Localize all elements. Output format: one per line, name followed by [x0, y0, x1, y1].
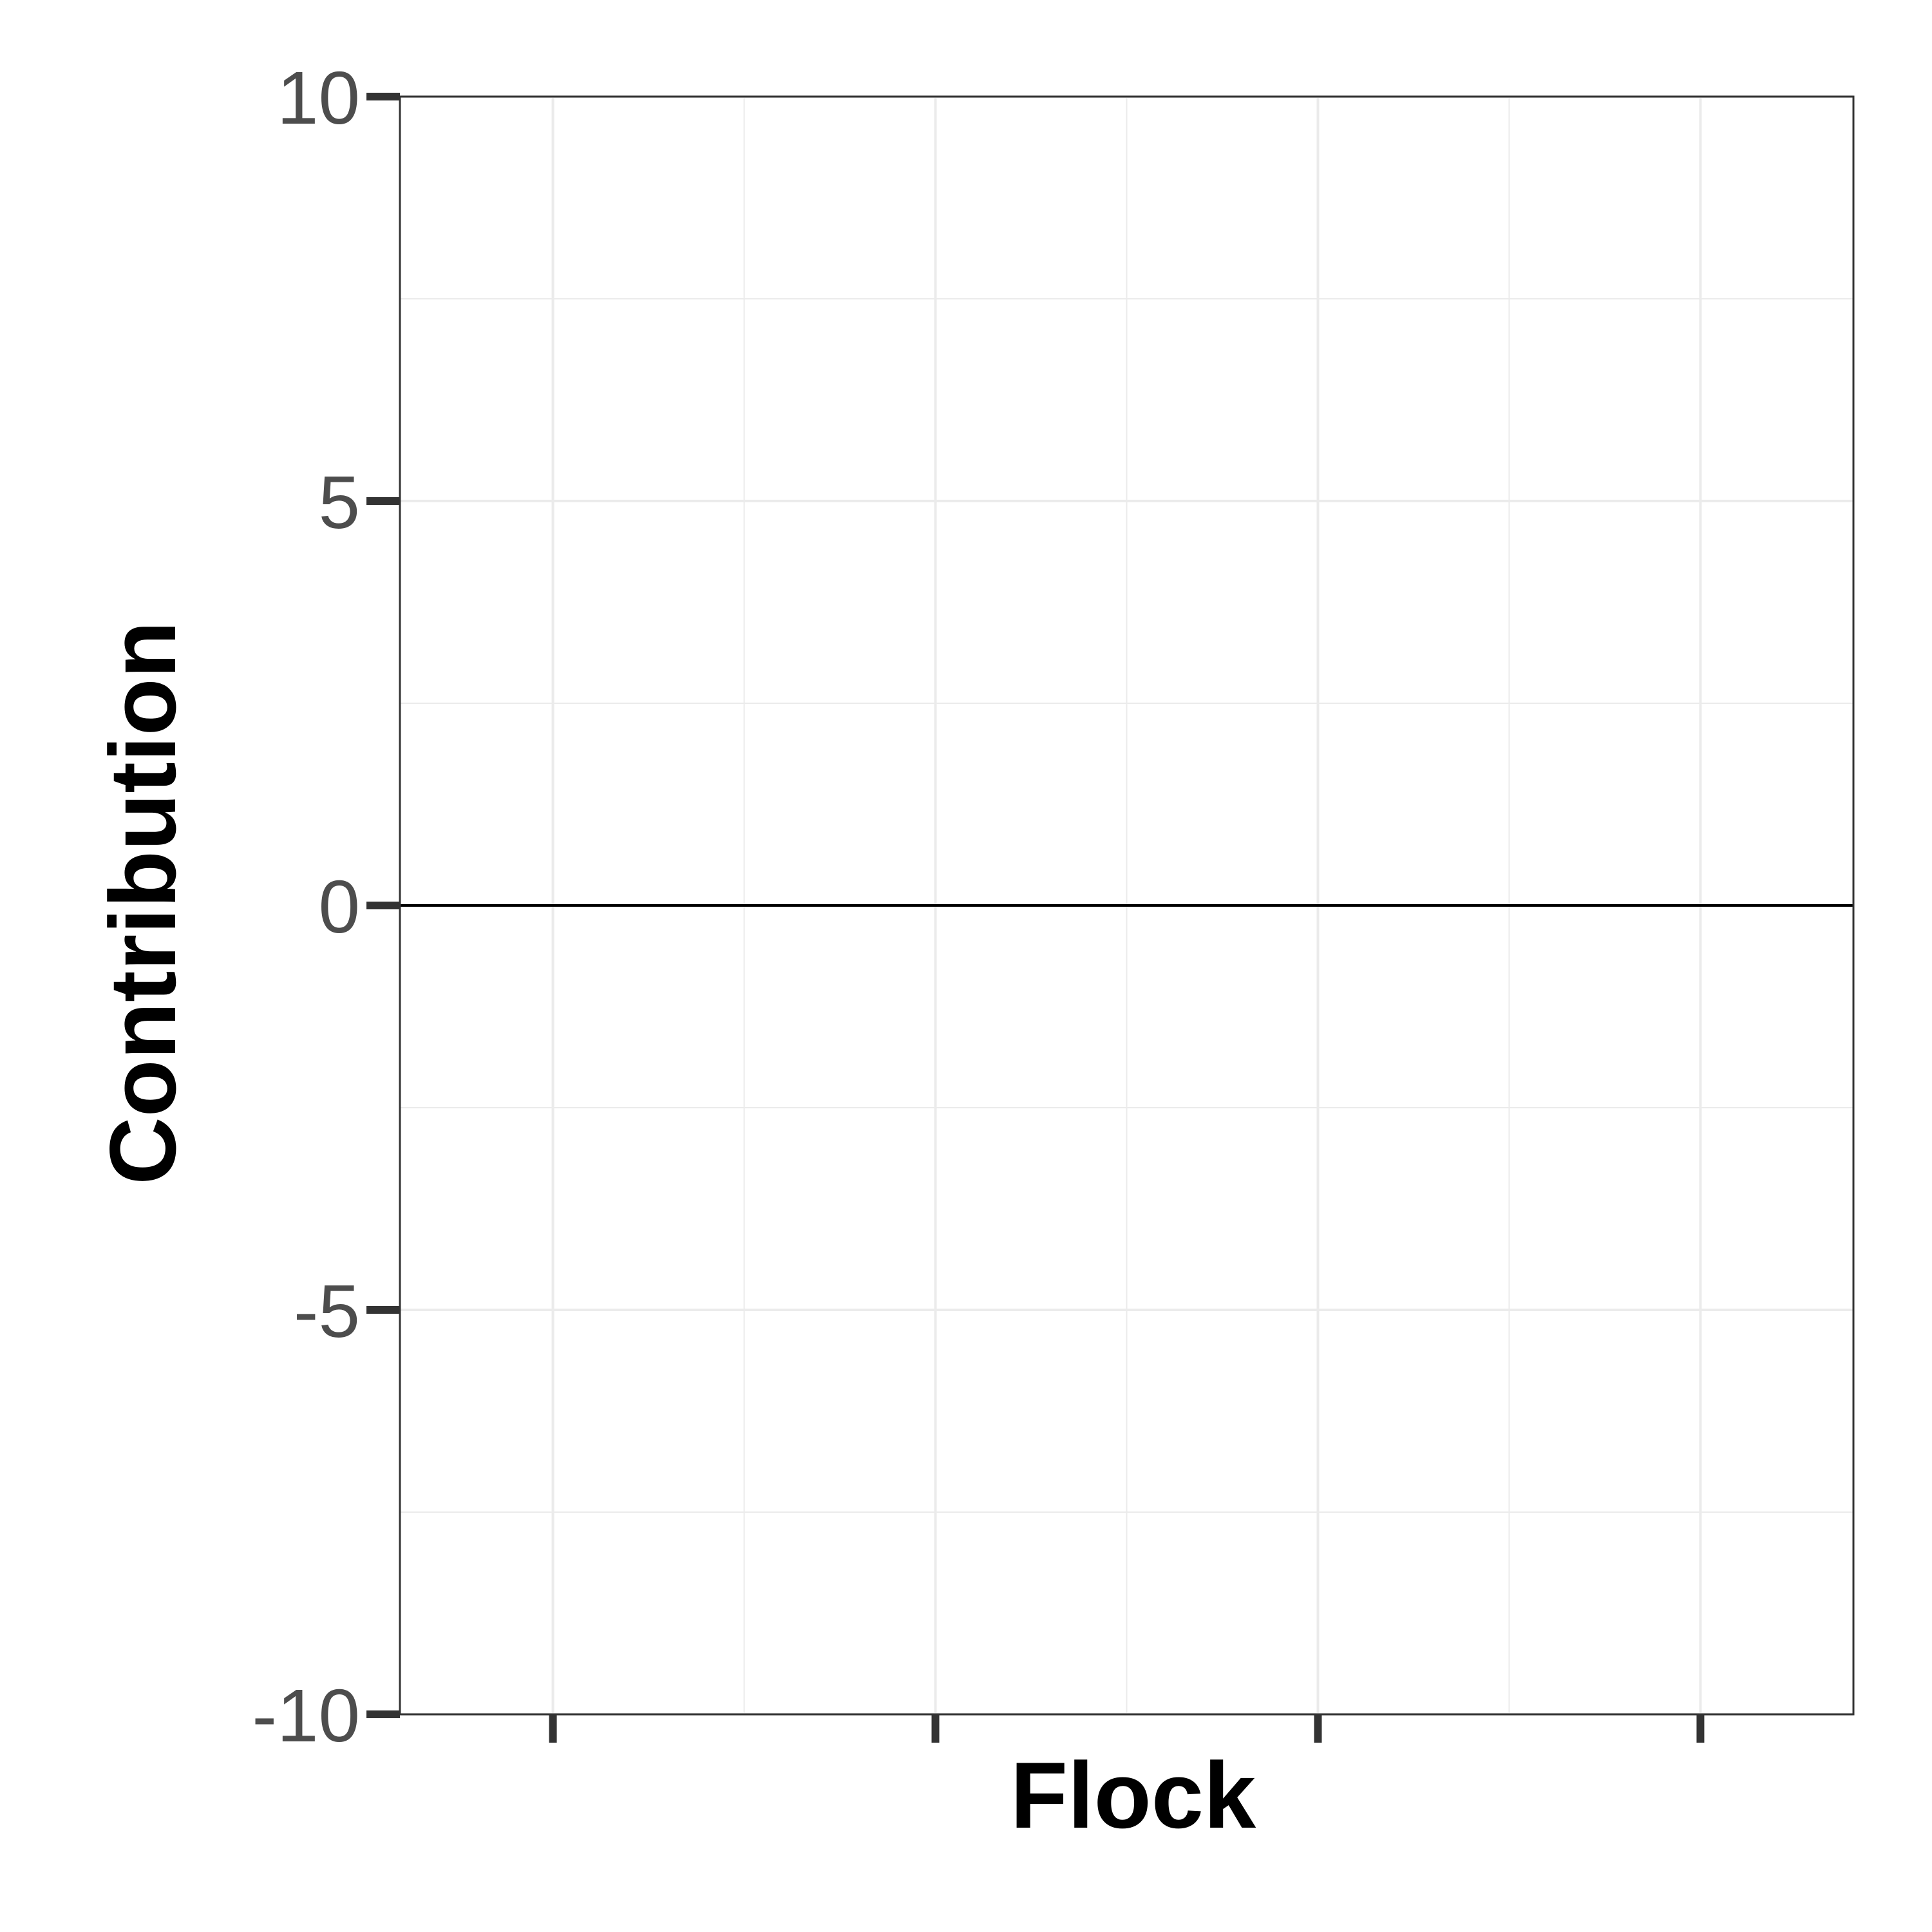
x-axis-ticks	[549, 1714, 1705, 1743]
y-tick-label: 5	[318, 460, 360, 544]
y-tick-label: 10	[277, 56, 360, 140]
x-axis-title: Flock	[1010, 1743, 1256, 1848]
y-axis-title: Contribution	[90, 621, 195, 1185]
y-tick-label: -10	[252, 1674, 360, 1757]
y-tick-label: -5	[294, 1269, 360, 1353]
y-tick-label: 0	[318, 865, 360, 949]
y-axis-ticks: -10 -5 0 5 10	[252, 56, 400, 1757]
